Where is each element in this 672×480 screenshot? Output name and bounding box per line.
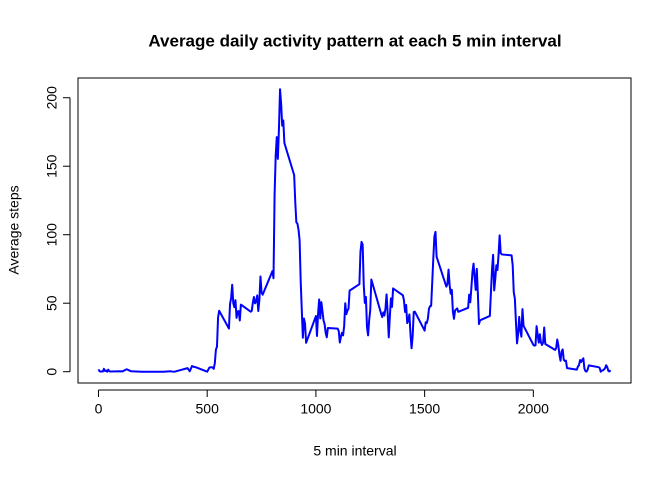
x-tick-label: 1500 <box>409 401 440 417</box>
y-tick-label: 100 <box>44 223 60 247</box>
plot-frame <box>77 77 632 384</box>
y-tick-label: 50 <box>44 295 60 311</box>
y-tick-label: 0 <box>44 368 60 376</box>
x-tick-label: 500 <box>196 401 220 417</box>
x-axis-label: 5 min interval <box>313 443 396 459</box>
x-tick-label: 0 <box>95 401 103 417</box>
data-line <box>97 88 612 373</box>
y-tick-label: 150 <box>44 154 60 178</box>
y-axis-label: Average steps <box>6 185 22 274</box>
y-tick-label: 200 <box>44 86 60 110</box>
chart-title: Average daily activity pattern at each 5… <box>148 31 561 50</box>
x-tick-label: 1000 <box>300 401 331 417</box>
x-tick-label: 2000 <box>518 401 549 417</box>
